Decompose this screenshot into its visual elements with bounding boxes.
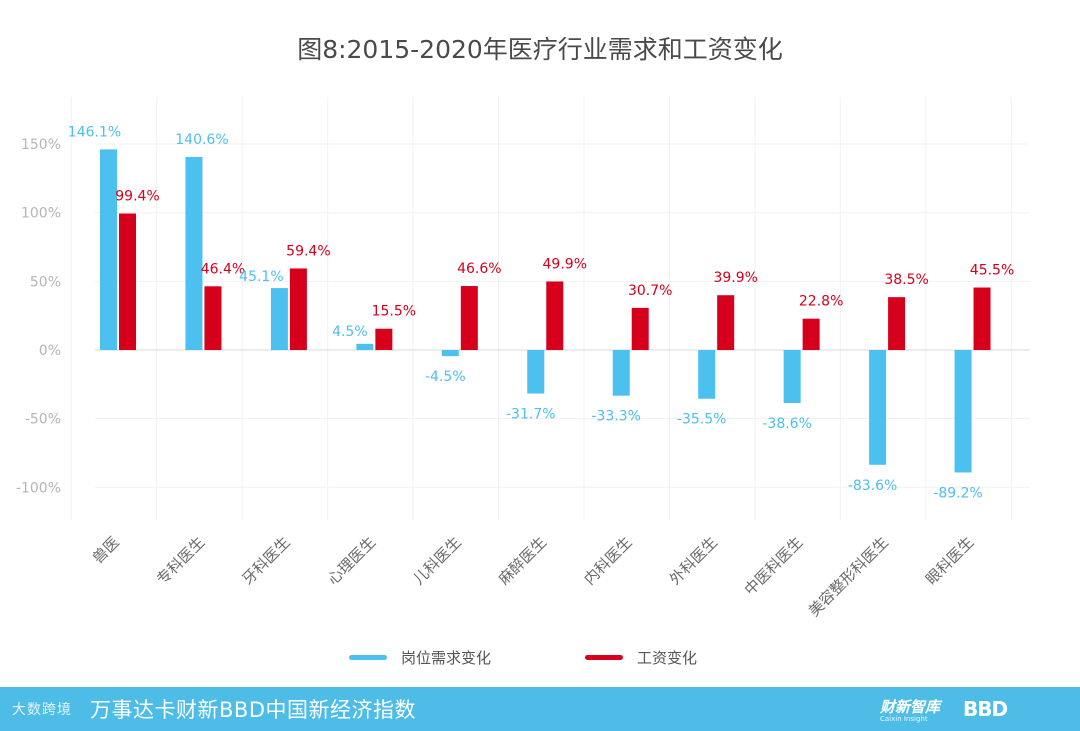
chart-title: 图8:2015-2020年医疗行业需求和工资变化 xyxy=(297,35,783,64)
y-tick-label: 0% xyxy=(39,343,61,359)
bar-salary xyxy=(289,268,307,350)
bar-salary xyxy=(119,213,136,350)
bar-demand xyxy=(100,149,117,350)
data-label-salary: 46.4% xyxy=(201,261,245,277)
legend-item-demand[interactable]: 岗位需求变化 xyxy=(349,646,491,668)
legend-swatch-demand xyxy=(349,654,387,660)
data-label-demand: 45.1% xyxy=(239,269,283,285)
caixin-insight-logo-text: 财新智库 xyxy=(880,697,941,716)
data-label-salary: 59.4% xyxy=(286,243,330,259)
data-label-salary: 99.4% xyxy=(115,189,159,205)
data-label-salary: 30.7% xyxy=(628,283,672,299)
data-label-salary: 39.9% xyxy=(713,270,757,286)
x-tick-label: 心理医生 xyxy=(324,533,379,588)
data-label-salary: 38.5% xyxy=(884,272,928,288)
bar-salary xyxy=(717,295,735,350)
data-label-salary: 46.6% xyxy=(457,261,501,277)
bar-salary xyxy=(802,318,820,350)
legend-item-salary[interactable]: 工资变化 xyxy=(585,646,697,668)
data-label-demand: -38.6% xyxy=(762,416,812,432)
data-label-demand: 140.6% xyxy=(175,132,228,148)
x-tick-label: 专科医生 xyxy=(153,533,208,588)
bar-demand xyxy=(612,350,630,396)
y-tick-label: 150% xyxy=(21,137,61,153)
bar-salary xyxy=(631,307,649,350)
x-tick-label: 眼科医生 xyxy=(922,533,977,588)
y-tick-label: -100% xyxy=(16,480,61,496)
data-label-demand: -35.5% xyxy=(677,412,727,428)
y-tick-label: 50% xyxy=(30,274,61,290)
x-tick-label: 兽医 xyxy=(89,533,123,567)
bbd-logo: BBD xyxy=(963,697,1008,721)
bar-demand xyxy=(527,350,545,394)
bar-salary xyxy=(204,286,222,350)
legend-swatch-salary xyxy=(585,654,623,660)
data-label-salary: 49.9% xyxy=(543,256,587,272)
data-label-demand: 4.5% xyxy=(332,324,368,340)
bar-demand xyxy=(954,350,972,473)
caixin-insight-logo: 财新智库 Caixin Insight xyxy=(880,696,940,723)
x-tick-label: 外科医生 xyxy=(666,533,721,588)
bar-salary xyxy=(460,286,478,350)
data-label-salary: 15.5% xyxy=(372,304,416,320)
bar-salary xyxy=(888,297,906,350)
bar-demand xyxy=(270,288,288,350)
bar-demand xyxy=(698,350,716,399)
data-label-demand: -31.7% xyxy=(506,407,556,423)
x-tick-label: 美容整形科医生 xyxy=(805,533,892,620)
legend-label-salary: 工资变化 xyxy=(637,648,698,667)
x-tick-label: 麻醉医生 xyxy=(495,533,550,588)
watermark-text: 大数跨境 xyxy=(12,702,72,718)
data-label-salary: 45.5% xyxy=(970,263,1014,279)
x-tick-label: 儿科医生 xyxy=(409,533,464,588)
bar-demand xyxy=(441,350,459,357)
bar-demand xyxy=(356,343,374,350)
x-tick-label: 牙科医生 xyxy=(239,533,294,588)
y-tick-label: 100% xyxy=(21,206,61,222)
y-tick-label: -50% xyxy=(25,412,61,428)
bar-salary xyxy=(375,328,393,350)
bar-salary xyxy=(546,281,564,350)
bar-salary xyxy=(973,287,991,350)
bar-demand xyxy=(783,350,801,403)
data-label-demand: -83.6% xyxy=(848,478,898,494)
data-label-salary: 22.8% xyxy=(799,294,843,310)
x-tick-label: 中医科医生 xyxy=(741,533,807,599)
data-label-demand: -33.3% xyxy=(591,409,641,425)
bar-chart: 150% 100% 50% 0% -50% -100% 146.1% 99.4% 兽医 140.6… xyxy=(16,97,1030,620)
legend-label-demand: 岗位需求变化 xyxy=(401,648,492,667)
footer-brand-text: 万事达卡财新BBD中国新经济指数 xyxy=(90,698,416,722)
footer-banner: 大数跨境 万事达卡财新BBD中国新经济指数 财新智库 Caixin Insigh… xyxy=(0,687,1080,731)
data-label-demand: -89.2% xyxy=(933,485,983,501)
data-label-demand: -4.5% xyxy=(425,369,466,385)
bar-demand xyxy=(869,350,887,465)
x-tick-label: 内科医生 xyxy=(580,533,635,588)
data-label-demand: 146.1% xyxy=(68,124,121,140)
caixin-insight-logo-sub: Caixin Insight xyxy=(880,714,928,723)
bar-demand xyxy=(185,156,203,350)
